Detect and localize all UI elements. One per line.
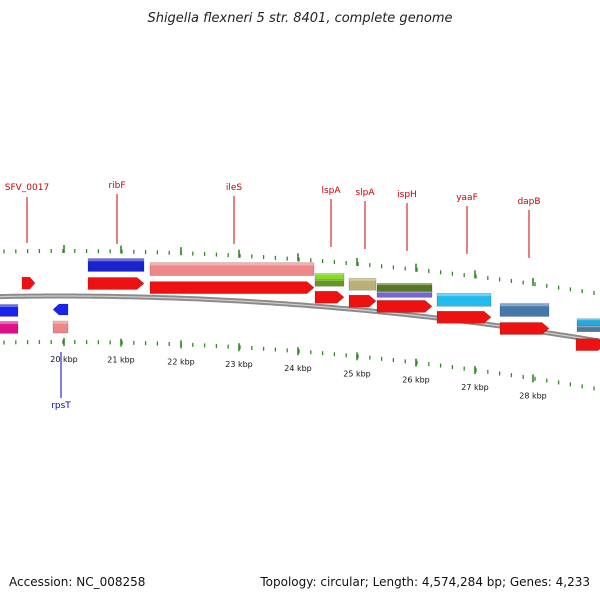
ribF-gene-block-shine bbox=[88, 258, 144, 262]
slpA-gene-block-shine bbox=[349, 278, 376, 281]
slpA-cds-arrow bbox=[348, 294, 377, 308]
ileS-cds-arrow bbox=[149, 281, 315, 294]
ispH-gene-block-bottom-shine bbox=[377, 291, 432, 293]
dapB-cds-arrow bbox=[499, 322, 550, 335]
gene-label-ribF: ribF bbox=[108, 181, 125, 191]
reverse-gene-block-left-shine bbox=[0, 304, 18, 308]
ispH-gene-block-top-shine bbox=[377, 283, 432, 286]
next-gene-block-top-shine bbox=[577, 318, 600, 321]
gene-label-yaaF: yaaF bbox=[456, 193, 478, 203]
genome-backbone bbox=[0, 293, 600, 344]
reverse-gene-block-left bbox=[0, 304, 19, 317]
ileS-gene-block-shine bbox=[150, 262, 314, 266]
ispH-gene-block-bottom bbox=[376, 291, 433, 298]
reverse-gene-block-left-pink-shine bbox=[0, 321, 18, 325]
next-gene-block-bottom bbox=[576, 325, 600, 333]
rpsT-gene-block-shine bbox=[53, 321, 68, 324]
gene-label-dapB: dapB bbox=[517, 197, 540, 207]
kbp-tick-label: 22 kbp bbox=[167, 357, 195, 366]
yaaF-cds-arrow bbox=[436, 310, 492, 324]
lspA-gene-block-top-shine bbox=[315, 273, 344, 275]
gene-label-ispH: ispH bbox=[397, 190, 417, 200]
accession-text: Accession: NC_008258 bbox=[9, 575, 145, 589]
dapB-gene-block-shine bbox=[500, 303, 549, 307]
yaaF-gene-block-shine bbox=[437, 293, 491, 297]
kbp-tick-label: 21 kbp bbox=[107, 356, 135, 365]
kbp-tick-label: 26 kbp bbox=[402, 376, 430, 385]
gene-label-slpA: slpA bbox=[355, 188, 375, 198]
topology-summary: Topology: circular; Length: 4,574,284 bp… bbox=[259, 575, 590, 589]
ileS-gene-block bbox=[149, 262, 315, 276]
reverse-gene-block-left-pink bbox=[0, 321, 19, 334]
kbp-tick-label: 25 kbp bbox=[343, 369, 371, 378]
lspA-cds-arrow bbox=[314, 290, 345, 304]
next-cds-arrow bbox=[575, 338, 600, 351]
ispH-cds-arrow bbox=[376, 300, 433, 313]
lspA-gene-block-bottom bbox=[314, 278, 345, 287]
kbp-tick-label: 20 kbp bbox=[50, 355, 78, 364]
kbp-tick-label: 28 kbp bbox=[519, 391, 547, 400]
dapB-gene-block bbox=[499, 303, 550, 317]
lspA-gene-block-bottom-shine bbox=[315, 279, 344, 281]
rpsT-gene-block bbox=[52, 320, 69, 334]
kbp-tick-label: 24 kbp bbox=[284, 364, 312, 373]
gene-label-lspA: lspA bbox=[321, 186, 341, 196]
ribF-gene-block bbox=[87, 258, 145, 272]
gene-label-rpsT: rpsT bbox=[51, 401, 71, 411]
kbp-tick-label: 23 kbp bbox=[225, 360, 253, 369]
slpA-gene-block bbox=[348, 277, 377, 291]
kbp-tick-label: 27 kbp bbox=[461, 383, 489, 392]
rpsT-cds-arrow bbox=[52, 303, 69, 316]
yaaF-gene-block bbox=[436, 292, 492, 307]
gene-label-SFV_0017: SFV_0017 bbox=[5, 183, 49, 193]
gene-label-ileS: ileS bbox=[226, 183, 243, 193]
map-title: Shigella flexneri 5 str. 8401, complete … bbox=[147, 11, 452, 26]
genome-track: 20 kbp 21 kbp 22 kbp 23 kbp 24 kbp 25 kbp 26 k… bbox=[0, 181, 600, 411]
SFV_0017-cds-arrow bbox=[21, 276, 36, 290]
next-gene-block-bottom-shine bbox=[577, 325, 600, 328]
ribF-cds-arrow bbox=[87, 277, 145, 290]
